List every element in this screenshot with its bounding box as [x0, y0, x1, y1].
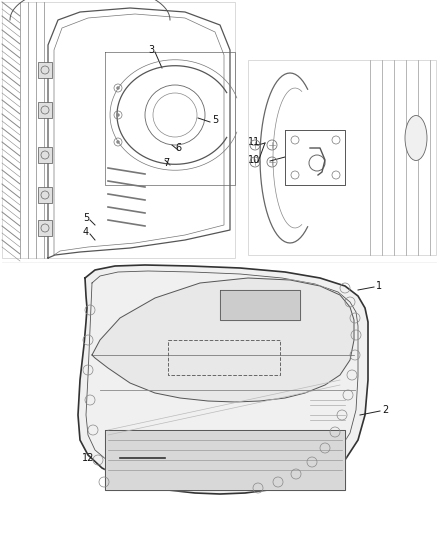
Ellipse shape — [405, 116, 427, 160]
Text: 7: 7 — [163, 158, 169, 168]
Bar — [38, 220, 52, 236]
Text: 4: 4 — [83, 227, 89, 237]
Text: 11: 11 — [248, 137, 260, 147]
Text: 6: 6 — [175, 143, 181, 153]
Text: 5: 5 — [212, 115, 218, 125]
Text: 10: 10 — [248, 155, 260, 165]
Text: 5: 5 — [83, 213, 89, 223]
Bar — [248, 60, 436, 255]
Polygon shape — [92, 278, 354, 402]
Text: 2: 2 — [382, 405, 388, 415]
Polygon shape — [78, 265, 368, 494]
Text: 12: 12 — [82, 453, 94, 463]
Polygon shape — [220, 290, 300, 320]
Circle shape — [117, 86, 120, 90]
Text: 3: 3 — [148, 45, 154, 55]
Bar — [38, 187, 52, 203]
Bar — [38, 62, 52, 78]
Bar — [38, 147, 52, 163]
Text: 1: 1 — [376, 281, 382, 291]
Circle shape — [117, 141, 120, 143]
Bar — [2, 2, 235, 258]
Polygon shape — [105, 430, 345, 490]
Bar — [38, 102, 52, 118]
Circle shape — [117, 114, 120, 117]
